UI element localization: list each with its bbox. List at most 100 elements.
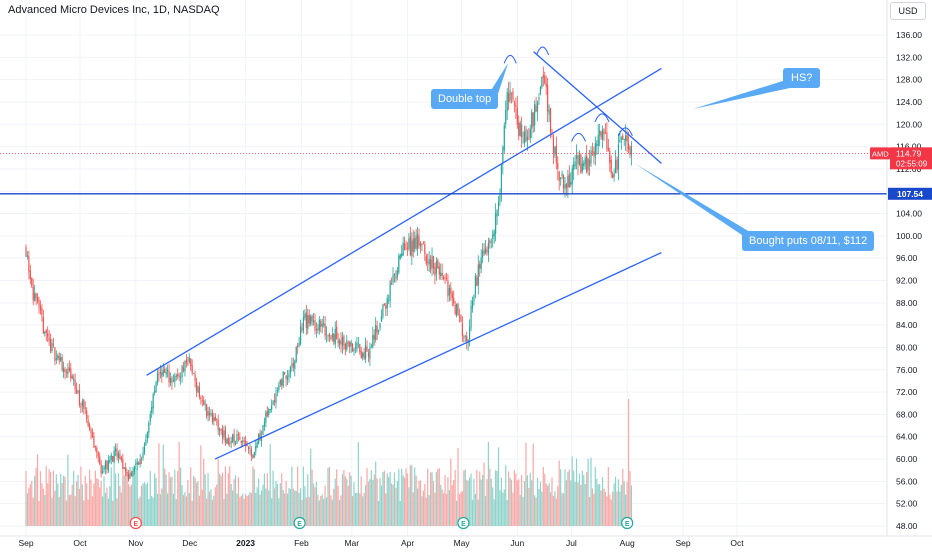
candle-body	[127, 473, 130, 480]
candle-body	[370, 345, 372, 347]
volume-bar	[220, 475, 222, 526]
volume-bar	[74, 496, 76, 526]
candle-body	[158, 374, 160, 375]
candle-body	[32, 286, 34, 301]
candle-body	[333, 334, 335, 343]
volume-bar	[273, 488, 276, 526]
candle-body	[535, 105, 537, 112]
candle-body	[510, 93, 513, 95]
volume-bar	[430, 472, 432, 526]
candle-body	[610, 160, 612, 174]
volume-bar	[548, 483, 550, 526]
candle-body	[421, 244, 423, 245]
symbol-label-bg	[870, 147, 890, 160]
x-tick-label: Aug	[620, 538, 635, 548]
currency-selector[interactable]: USD	[890, 2, 926, 20]
volume-bar	[603, 488, 605, 526]
candle-body	[80, 406, 82, 408]
candle-body	[208, 412, 211, 416]
candle-body	[538, 97, 540, 100]
candle-body	[180, 376, 182, 378]
x-tick-label: Nov	[128, 538, 144, 548]
candle-body	[74, 379, 76, 390]
candle-body	[276, 390, 279, 392]
candle-body	[304, 313, 306, 319]
candle-body	[573, 164, 575, 170]
volume-bar	[522, 496, 524, 526]
volume-bar	[275, 480, 277, 526]
volume-bar	[441, 489, 443, 526]
volume-bar	[431, 472, 433, 526]
candle-body	[151, 407, 153, 413]
candle-body	[39, 306, 42, 311]
volume-bar	[390, 483, 393, 526]
hs-annotation[interactable]: HS?	[783, 68, 821, 88]
volume-bar	[145, 484, 147, 526]
volume-bar	[245, 493, 247, 526]
candle-body	[41, 307, 43, 315]
candle-body	[547, 85, 549, 112]
candle-body	[425, 255, 427, 264]
volume-bar	[61, 483, 63, 526]
candle-body	[382, 304, 384, 317]
volume-bar	[382, 472, 384, 526]
volume-bar	[127, 483, 130, 526]
candle-body	[167, 369, 169, 372]
volume-bar	[109, 486, 111, 526]
candle-body	[489, 240, 491, 244]
candle-body	[330, 337, 332, 340]
candle-body	[411, 240, 413, 256]
candle-body	[91, 432, 94, 438]
volume-bar	[604, 491, 607, 526]
candle-body	[141, 458, 143, 460]
candle-body	[434, 266, 436, 276]
candle-body	[236, 434, 238, 444]
volume-bar	[325, 497, 328, 526]
x-tick-label: Mar	[344, 538, 359, 548]
candle-body	[406, 247, 409, 249]
candle-body	[380, 316, 383, 322]
candle-body	[562, 175, 565, 189]
candle-body	[362, 353, 364, 358]
candle-body	[224, 429, 227, 443]
candle-body	[564, 184, 566, 190]
candle-body	[393, 274, 396, 276]
volume-bar	[162, 444, 164, 526]
candle-body	[234, 443, 237, 445]
candle-body	[31, 277, 33, 287]
volume-bar	[399, 500, 401, 526]
volume-bar	[330, 495, 332, 526]
candle-body	[338, 340, 341, 345]
candle-body	[260, 436, 263, 442]
volume-bar	[123, 475, 125, 526]
volume-bar	[113, 453, 115, 526]
candle-body	[317, 328, 319, 331]
candle-body	[291, 364, 293, 366]
volume-bar	[616, 491, 618, 526]
volume-bar	[609, 494, 611, 526]
bought-puts-annotation[interactable]: Bought puts 08/11, $112	[742, 231, 875, 251]
volume-bar	[47, 483, 49, 526]
candle-body	[526, 137, 529, 140]
candle-body	[327, 335, 329, 337]
volume-bar	[68, 495, 70, 526]
volume-bar	[194, 477, 196, 526]
candle-body	[396, 270, 398, 277]
volume-bar	[276, 483, 279, 526]
volume-bar	[380, 485, 383, 526]
double-top-annotation[interactable]: Double top	[431, 89, 499, 109]
candle-body	[197, 386, 199, 393]
candle-body	[522, 139, 524, 141]
volume-bar	[302, 466, 305, 526]
volume-bar	[578, 473, 581, 526]
volume-bar	[528, 487, 530, 526]
candle-body	[620, 137, 622, 140]
volume-bar	[502, 492, 504, 526]
y-tick-label: 136.00	[896, 30, 922, 40]
candle-body	[477, 264, 479, 286]
candle-body	[83, 399, 85, 409]
volume-bar	[286, 493, 289, 526]
volume-bar	[503, 489, 505, 526]
y-tick-label: 68.00	[896, 409, 918, 419]
